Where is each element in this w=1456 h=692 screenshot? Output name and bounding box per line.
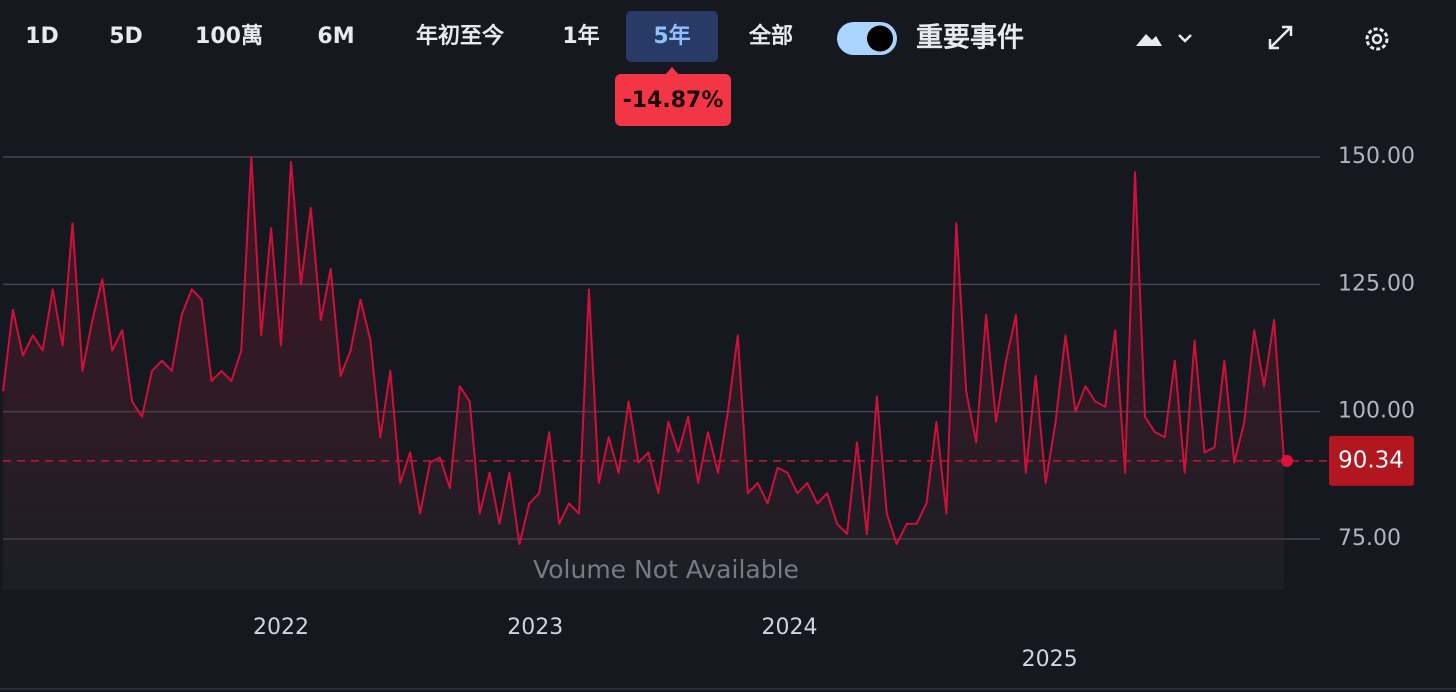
area: [3, 156, 1284, 590]
last-point: [1281, 454, 1293, 467]
toolbar: 1D 5D 100萬 6M 年初至今 1年 5年 全部: [25, 11, 793, 62]
x-tick-label: 2022: [253, 615, 309, 640]
change-value: -14.87%: [623, 88, 724, 113]
toggle-knob: [867, 25, 893, 52]
x-tick-label: 2025: [1022, 647, 1078, 672]
change-badge: [615, 74, 731, 126]
x-tick-label: 2023: [507, 615, 563, 640]
x-tick-label: 2024: [761, 615, 817, 640]
last-price-label: 90.34: [1338, 447, 1404, 473]
range-button[interactable]: 1年: [562, 23, 599, 49]
events-label[interactable]: 重要事件: [916, 23, 1024, 54]
y-tick-label: 150.00: [1338, 144, 1415, 169]
range-button[interactable]: 1D: [25, 24, 59, 49]
range-button[interactable]: 5年: [653, 23, 690, 49]
chart-style-icon[interactable]: [1136, 34, 1162, 46]
volume-note: Volume Not Available: [533, 555, 799, 584]
y-tick-label: 100.00: [1338, 399, 1415, 424]
range-button[interactable]: 全部: [748, 23, 793, 49]
range-button[interactable]: 100萬: [195, 24, 263, 49]
y-tick-label: 75.00: [1338, 526, 1401, 551]
y-tick-label: 125.00: [1338, 271, 1415, 296]
range-button[interactable]: 年初至今: [416, 23, 504, 49]
range-button[interactable]: 5D: [109, 24, 143, 49]
last-price-box: [1329, 435, 1414, 486]
plot: 75.00 100.00 125.00 150.00 2022 2023 2024 2025 V…: [2, 144, 1415, 672]
expand-icon[interactable]: [1268, 25, 1293, 50]
price-line: [2, 155, 1285, 546]
settings-icon[interactable]: [1365, 27, 1389, 51]
active-button-bg: [626, 11, 718, 62]
chart-style-dropdown[interactable]: [1178, 34, 1192, 43]
range-button[interactable]: 6M: [317, 24, 354, 49]
badge-pointer: [665, 67, 679, 75]
